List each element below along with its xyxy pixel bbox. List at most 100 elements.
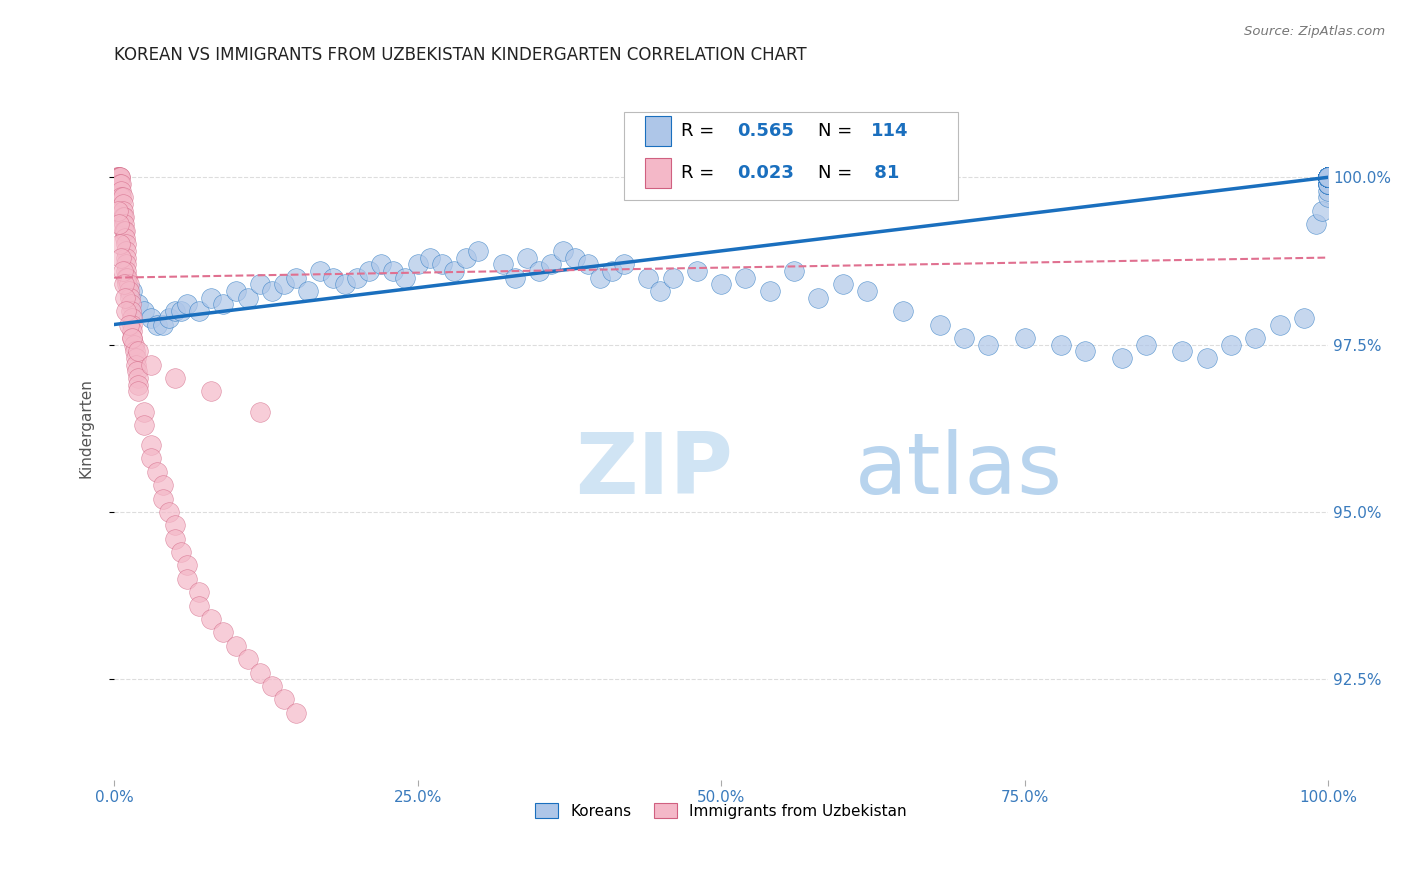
Point xyxy=(1317,170,1340,185)
Point xyxy=(783,264,806,278)
Point xyxy=(1317,170,1340,185)
Point xyxy=(1317,170,1340,185)
Text: 114: 114 xyxy=(870,122,908,140)
Point xyxy=(152,478,174,492)
Point xyxy=(576,257,599,271)
Point xyxy=(1317,184,1340,198)
Point xyxy=(127,344,149,359)
Point xyxy=(540,257,562,271)
Point xyxy=(127,384,149,399)
Point xyxy=(807,291,830,305)
Point xyxy=(188,599,211,613)
Point xyxy=(121,331,143,345)
Point xyxy=(1317,170,1340,185)
Point xyxy=(117,277,139,292)
Point xyxy=(110,190,132,204)
Point xyxy=(1220,337,1243,351)
Point xyxy=(236,291,259,305)
Point xyxy=(1317,170,1340,185)
Point xyxy=(1317,170,1340,185)
Point xyxy=(527,264,550,278)
Point xyxy=(139,438,162,452)
Point xyxy=(1317,170,1340,185)
Point xyxy=(112,277,135,292)
Point xyxy=(115,270,138,285)
Point xyxy=(1317,170,1340,185)
Point xyxy=(1074,344,1097,359)
Point xyxy=(589,270,612,285)
Point xyxy=(1244,331,1267,345)
Point xyxy=(1317,170,1340,185)
Point xyxy=(1317,190,1340,204)
Point xyxy=(225,639,247,653)
Text: N =: N = xyxy=(818,122,858,140)
Point xyxy=(686,264,709,278)
Point xyxy=(1317,170,1340,185)
Point xyxy=(710,277,733,292)
Point xyxy=(309,264,332,278)
Point xyxy=(118,277,141,292)
Point xyxy=(1317,170,1340,185)
Point xyxy=(249,665,271,680)
Point xyxy=(1317,170,1340,185)
Point xyxy=(110,184,132,198)
Point xyxy=(1317,170,1340,185)
Point xyxy=(273,277,295,292)
Point xyxy=(1317,170,1340,185)
Point xyxy=(1317,177,1340,191)
Point xyxy=(1317,170,1340,185)
Point xyxy=(111,211,134,225)
Point xyxy=(443,264,465,278)
Point xyxy=(260,679,283,693)
Point xyxy=(139,310,162,325)
Point xyxy=(322,270,344,285)
Point xyxy=(157,310,180,325)
Point xyxy=(1292,310,1315,325)
Point xyxy=(200,291,222,305)
Point xyxy=(121,324,143,338)
Point xyxy=(1317,177,1340,191)
Point xyxy=(370,257,392,271)
Point xyxy=(346,270,368,285)
FancyBboxPatch shape xyxy=(644,116,671,145)
Point xyxy=(1317,170,1340,185)
Point xyxy=(127,371,149,385)
Point xyxy=(117,270,139,285)
Point xyxy=(115,251,138,265)
Point xyxy=(139,451,162,466)
Point xyxy=(163,371,186,385)
Point xyxy=(1317,177,1340,191)
Point xyxy=(382,264,405,278)
Point xyxy=(111,203,134,218)
Point xyxy=(1317,170,1340,185)
Point xyxy=(112,211,135,225)
Text: 0.565: 0.565 xyxy=(737,122,794,140)
Text: ZIP: ZIP xyxy=(575,429,733,512)
Point xyxy=(122,337,145,351)
Point xyxy=(249,404,271,418)
Point xyxy=(112,224,135,238)
Point xyxy=(134,304,156,318)
Point xyxy=(188,585,211,599)
Text: atlas: atlas xyxy=(855,429,1063,512)
Point xyxy=(145,318,167,332)
Text: 0.023: 0.023 xyxy=(737,164,794,182)
Point xyxy=(1317,170,1340,185)
Point xyxy=(430,257,453,271)
Point xyxy=(1317,170,1340,185)
Point xyxy=(110,251,132,265)
Point xyxy=(1171,344,1194,359)
Point xyxy=(115,264,138,278)
FancyBboxPatch shape xyxy=(644,159,671,188)
Point xyxy=(115,304,138,318)
Point xyxy=(1317,177,1340,191)
Point xyxy=(118,284,141,298)
Point xyxy=(1317,170,1340,185)
Point xyxy=(114,291,136,305)
Point xyxy=(108,177,131,191)
Point xyxy=(1111,351,1133,365)
Point xyxy=(1317,170,1340,185)
Point xyxy=(170,304,193,318)
Point xyxy=(394,270,416,285)
Point xyxy=(108,170,131,185)
